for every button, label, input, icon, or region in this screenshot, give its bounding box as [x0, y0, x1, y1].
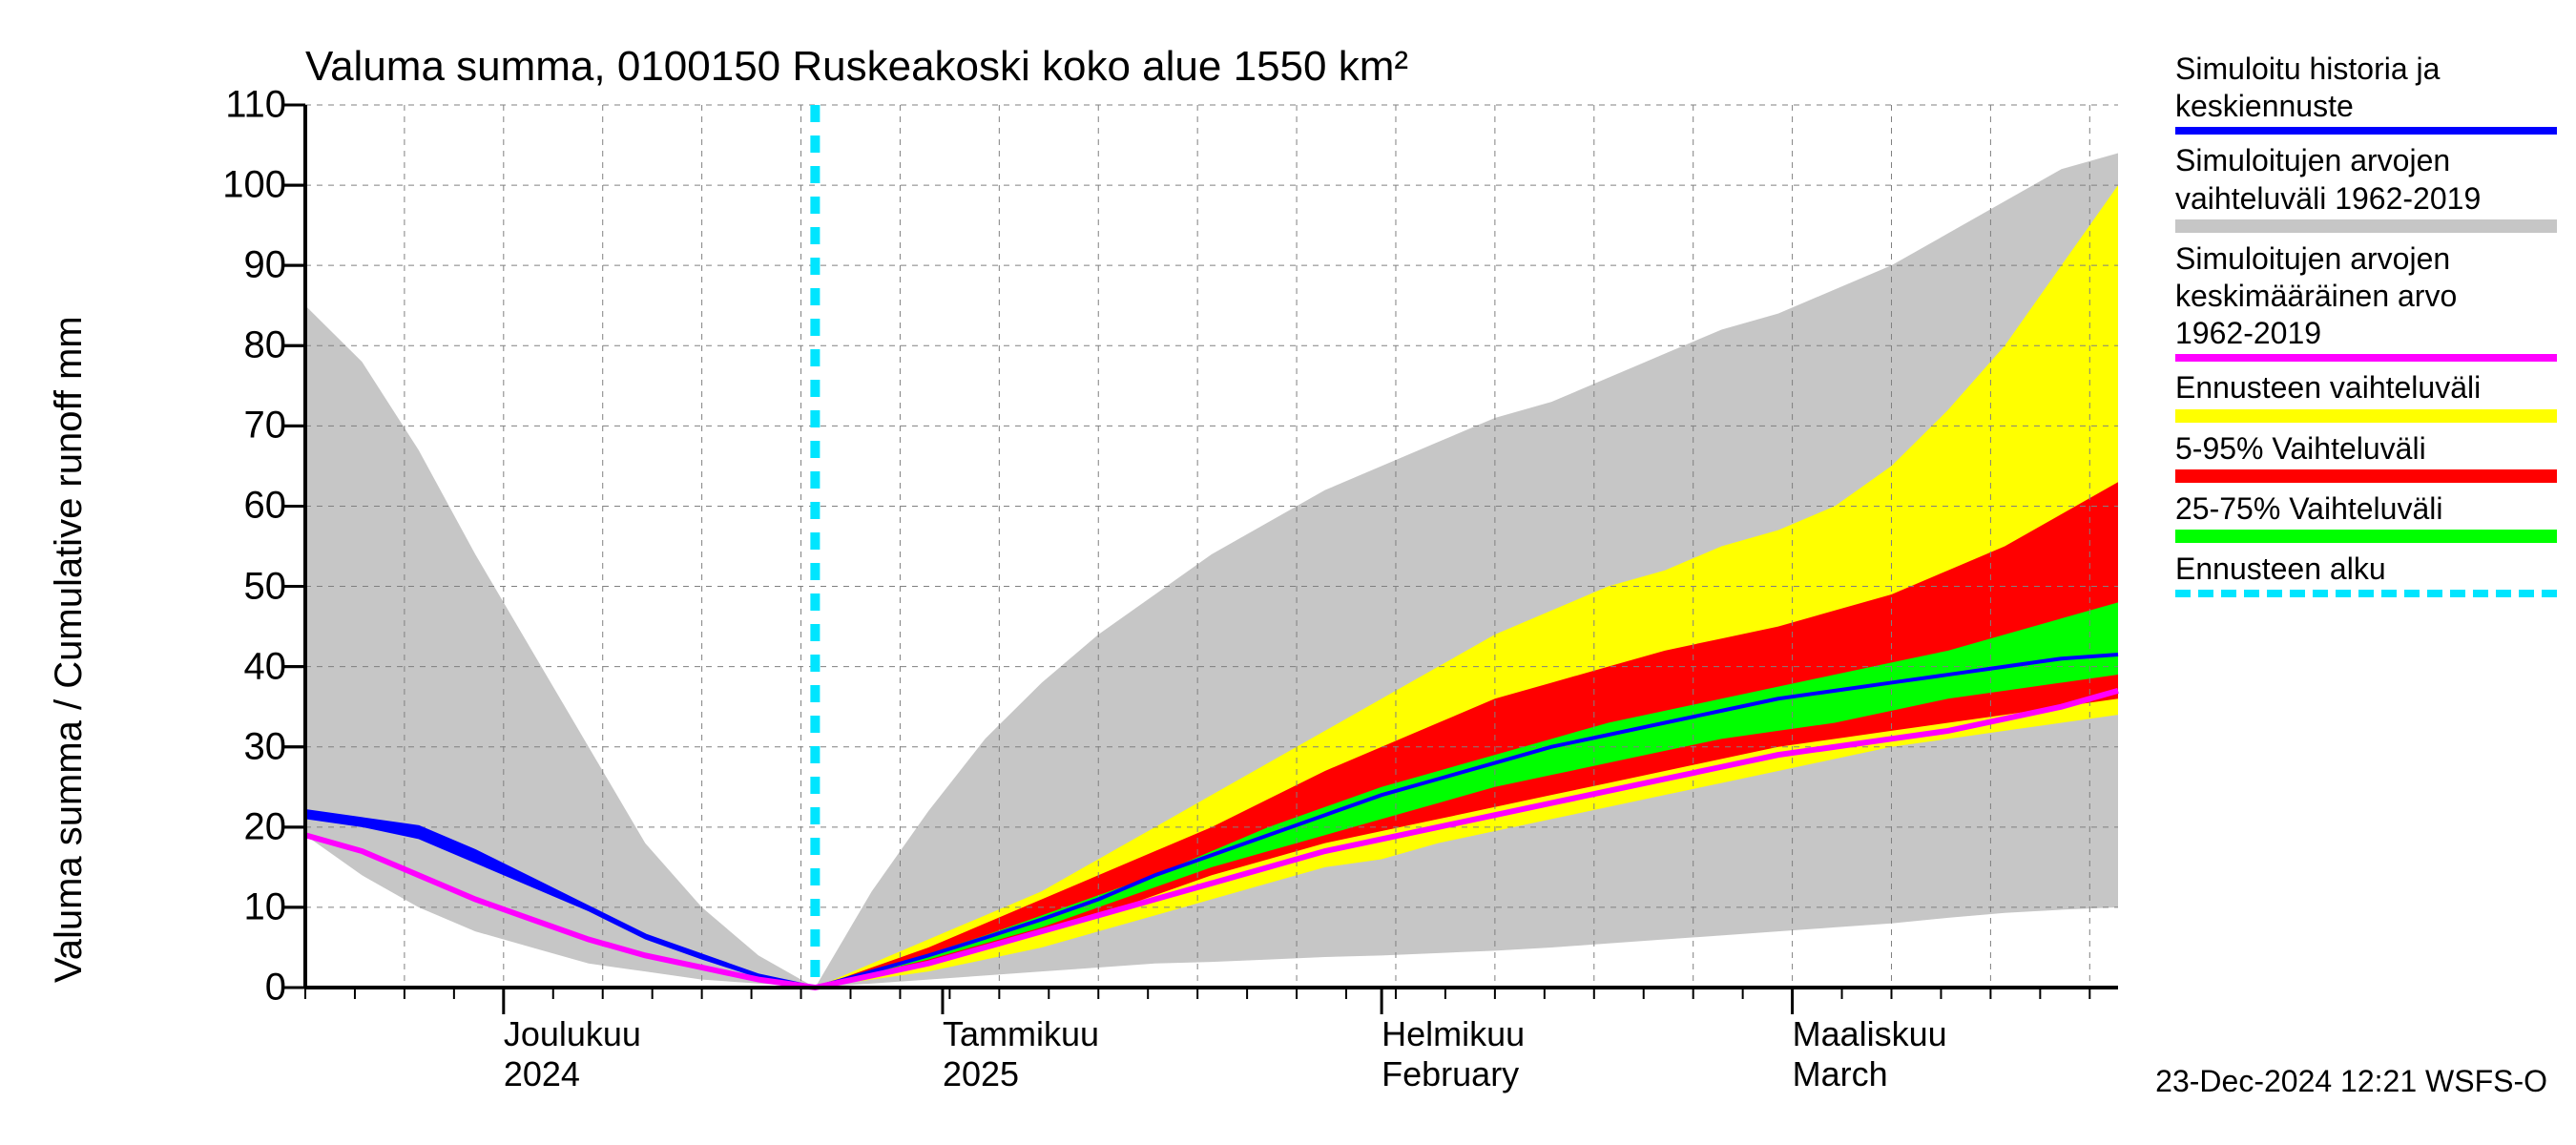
chart-title: Valuma summa, 0100150 Ruskeakoski koko a…: [305, 43, 1408, 91]
legend-label: 25-75% Vaihteluväli: [2175, 492, 2557, 526]
x-axis-labels: Joulukuu2024 Tammikuu2025 HelmikuuFebruary…: [305, 997, 2118, 1112]
y-tick: 40: [0, 645, 286, 688]
y-tick: 90: [0, 244, 286, 287]
legend-swatch: [2175, 409, 2557, 423]
legend-label: Simuloitujen arvojen: [2175, 144, 2557, 177]
legend-item: Simuloitu historia ja keskiennuste: [2175, 52, 2557, 135]
plot-area: [305, 105, 2118, 988]
legend-item: 5-95% Vaihteluväli: [2175, 432, 2557, 483]
footer-timestamp: 23-Dec-2024 12:21 WSFS-O: [2155, 1064, 2547, 1099]
legend-swatch: [2175, 590, 2557, 597]
legend-item: Simuloitujen arvojen vaihteluväli 1962-20…: [2175, 144, 2557, 232]
legend-label: 1962-2019: [2175, 317, 2557, 350]
legend-label: Ennusteen alku: [2175, 552, 2557, 586]
x-month-label: Tammikuu: [943, 1014, 1099, 1054]
legend-label: Ennusteen vaihteluväli: [2175, 371, 2557, 405]
legend-label: 5-95% Vaihteluväli: [2175, 432, 2557, 466]
legend-item: Ennusteen vaihteluväli: [2175, 371, 2557, 422]
legend-label: Simuloitu historia ja: [2175, 52, 2557, 86]
figure: Valuma summa, 0100150 Ruskeakoski koko a…: [0, 0, 2576, 1145]
x-month-sublabel: March: [1793, 1054, 1888, 1094]
legend-label: keskiennuste: [2175, 90, 2557, 123]
x-month-sublabel: 2024: [504, 1054, 580, 1094]
legend-swatch: [2175, 530, 2557, 543]
legend-swatch: [2175, 127, 2557, 135]
x-month-sublabel: 2025: [943, 1054, 1019, 1094]
y-tick: 50: [0, 565, 286, 608]
legend-swatch: [2175, 469, 2557, 483]
y-tick-labels: 0102030405060708090100110: [0, 105, 286, 988]
legend-item: Simuloitujen arvojenkeskimääräinen arvo …: [2175, 242, 2557, 363]
y-tick: 20: [0, 805, 286, 848]
x-month-label: Maaliskuu: [1793, 1014, 1947, 1054]
y-tick: 110: [0, 84, 286, 127]
y-tick: 70: [0, 405, 286, 448]
legend-item: Ennusteen alku: [2175, 552, 2557, 597]
y-tick: 80: [0, 324, 286, 367]
y-tick: 0: [0, 967, 286, 1010]
legend: Simuloitu historia jakeskiennusteSimuloi…: [2175, 52, 2557, 607]
legend-swatch: [2175, 219, 2557, 233]
legend-swatch: [2175, 354, 2557, 362]
x-month-label: Joulukuu: [504, 1014, 641, 1054]
legend-item: 25-75% Vaihteluväli: [2175, 492, 2557, 543]
x-month-label: Helmikuu: [1381, 1014, 1525, 1054]
legend-label: Simuloitujen arvojen: [2175, 242, 2557, 276]
legend-label: vaihteluväli 1962-2019: [2175, 182, 2557, 216]
y-tick: 60: [0, 485, 286, 528]
y-tick: 10: [0, 885, 286, 928]
y-tick: 30: [0, 725, 286, 768]
x-month-sublabel: February: [1381, 1054, 1519, 1094]
y-tick: 100: [0, 164, 286, 207]
legend-label: keskimääräinen arvo: [2175, 280, 2557, 313]
